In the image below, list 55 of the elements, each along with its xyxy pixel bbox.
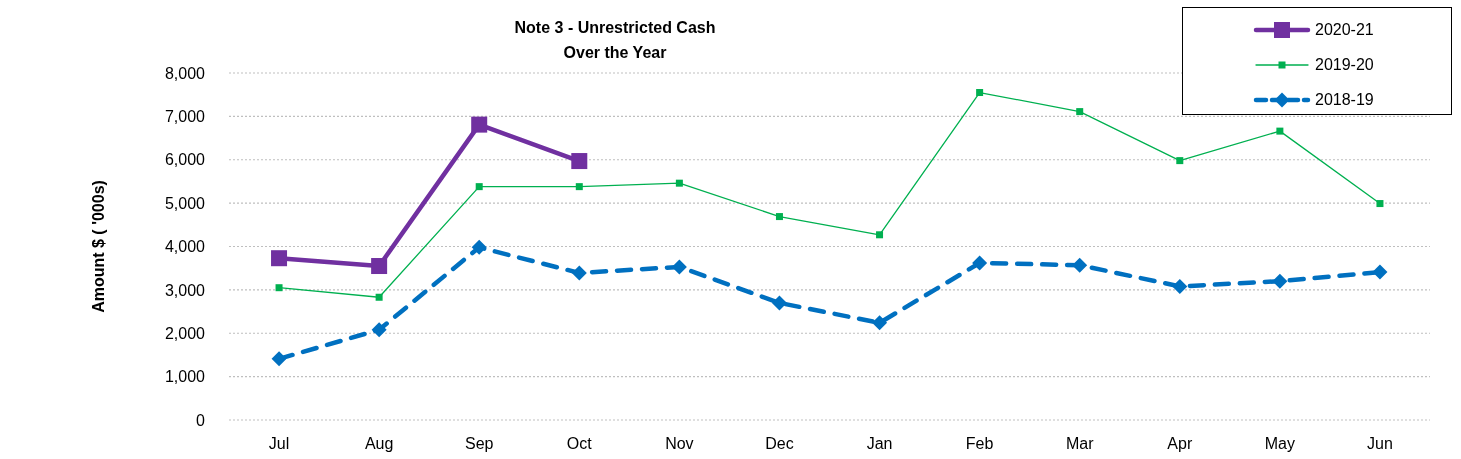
- point: [471, 116, 488, 133]
- point: [371, 322, 387, 338]
- point: [1272, 273, 1288, 289]
- x-tick-label: Mar: [1065, 435, 1095, 453]
- y-tick-label: 5,000: [164, 194, 206, 212]
- point: [671, 259, 687, 275]
- x-tick-label: Aug: [364, 435, 394, 453]
- point: [471, 239, 487, 255]
- x-tick-label: Nov: [665, 435, 694, 453]
- y-tick-label: 4,000: [164, 238, 206, 256]
- point: [771, 295, 787, 311]
- point: [271, 351, 287, 367]
- y-tick-label: 2,000: [164, 324, 206, 342]
- x-tick-label: Dec: [765, 435, 794, 453]
- y-tick-label: 6,000: [164, 151, 206, 169]
- point: [1276, 127, 1284, 135]
- point: [775, 213, 783, 221]
- point: [575, 183, 583, 191]
- y-tick-label: 0: [196, 411, 206, 429]
- point: [876, 231, 884, 239]
- x-tick-label: Apr: [1167, 435, 1193, 453]
- point: [371, 258, 388, 275]
- y-tick-label: 1,000: [164, 368, 206, 386]
- x-tick-label: Jun: [1367, 435, 1393, 453]
- chart-subtitle: Over the Year: [562, 43, 668, 63]
- point: [275, 284, 283, 292]
- x-tick-label: May: [1264, 435, 1295, 453]
- point: [872, 315, 888, 331]
- point: [1072, 257, 1088, 273]
- y-tick-label: 3,000: [164, 281, 206, 299]
- point: [1176, 157, 1184, 165]
- y-tick-label: 7,000: [164, 108, 206, 126]
- x-tick-label: Jan: [866, 435, 893, 453]
- x-tick-label: Feb: [965, 435, 994, 453]
- point: [972, 255, 988, 271]
- y-axis-title: Amount $ ( '000s): [89, 180, 107, 313]
- legend-label: 2019-20: [1315, 56, 1374, 74]
- point: [475, 183, 483, 191]
- chart-title: Note 3 - Unrestricted Cash: [513, 18, 717, 38]
- legend-label: 2018-19: [1315, 91, 1374, 109]
- x-tick-label: Oct: [566, 435, 593, 453]
- point: [571, 265, 587, 281]
- point: [375, 293, 383, 301]
- point: [1172, 278, 1188, 294]
- legend-label: 2020-21: [1315, 21, 1374, 39]
- point: [675, 179, 683, 187]
- point: [1372, 264, 1388, 280]
- point: [976, 89, 984, 97]
- point: [271, 250, 288, 267]
- x-tick-label: Jul: [268, 435, 290, 453]
- point: [1076, 108, 1084, 116]
- y-tick-label: 8,000: [164, 64, 206, 82]
- x-tick-label: Sep: [464, 435, 494, 453]
- point: [1376, 200, 1384, 208]
- point: [571, 153, 588, 170]
